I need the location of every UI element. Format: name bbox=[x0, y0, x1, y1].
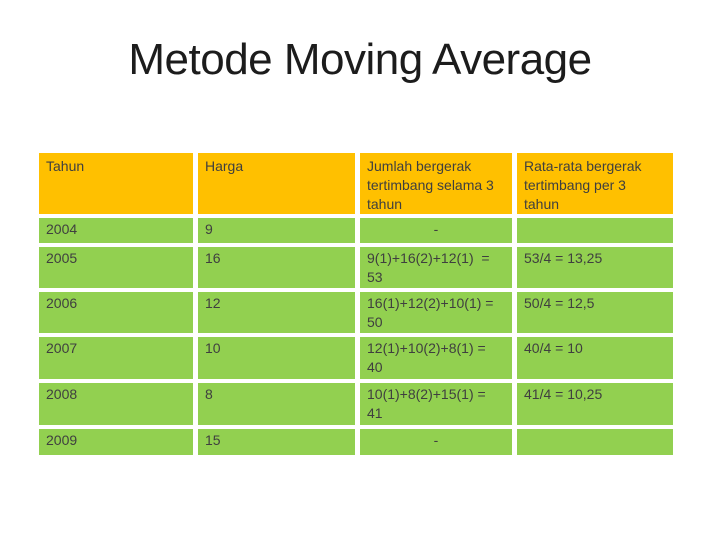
cell-jumlah-2008: 10(1)+8(2)+15(1) = 41 bbox=[360, 383, 512, 425]
cell-tahun-2006: 2006 bbox=[39, 292, 193, 333]
cell-jumlah-2009: - bbox=[360, 429, 512, 455]
cell-rata-2005: 53/4 = 13,25 bbox=[517, 247, 673, 288]
cell-jumlah-2004: - bbox=[360, 218, 512, 243]
cell-tahun-2005: 2005 bbox=[39, 247, 193, 288]
cell-jumlah-2006: 16(1)+12(2)+10(1) = 50 bbox=[360, 292, 512, 333]
cell-rata-2009 bbox=[517, 429, 673, 455]
cell-harga-2005: 16 bbox=[198, 247, 355, 288]
cell-tahun-2008: 2008 bbox=[39, 383, 193, 425]
cell-harga-2004: 9 bbox=[198, 218, 355, 243]
slide-title: Metode Moving Average bbox=[128, 35, 592, 84]
cell-harga-2009: 15 bbox=[198, 429, 355, 455]
header-cell-tahun: Tahun bbox=[39, 153, 193, 214]
cell-rata-2008: 41/4 = 10,25 bbox=[517, 383, 673, 425]
cell-jumlah-2007: 12(1)+10(2)+8(1) = 40 bbox=[360, 337, 512, 379]
cell-harga-2006: 12 bbox=[198, 292, 355, 333]
cell-tahun-2004: 2004 bbox=[39, 218, 193, 243]
header-cell-harga: Harga bbox=[198, 153, 355, 214]
cell-jumlah-2005: 9(1)+16(2)+12(1) = 53 bbox=[360, 247, 512, 288]
cell-harga-2008: 8 bbox=[198, 383, 355, 425]
header-cell-rata-rata: Rata-rata bergerak tertimbang per 3 tahu… bbox=[517, 153, 673, 214]
cell-harga-2007: 10 bbox=[198, 337, 355, 379]
cell-rata-2006: 50/4 = 12,5 bbox=[517, 292, 673, 333]
cell-rata-2004 bbox=[517, 218, 673, 243]
header-cell-jumlah-bergerak: Jumlah bergerak tertimbang selama 3 tahu… bbox=[360, 153, 512, 214]
cell-rata-2007: 40/4 = 10 bbox=[517, 337, 673, 379]
moving-average-table: Tahun Harga Jumlah bergerak tertimbang s… bbox=[39, 153, 673, 455]
cell-tahun-2009: 2009 bbox=[39, 429, 193, 455]
cell-tahun-2007: 2007 bbox=[39, 337, 193, 379]
